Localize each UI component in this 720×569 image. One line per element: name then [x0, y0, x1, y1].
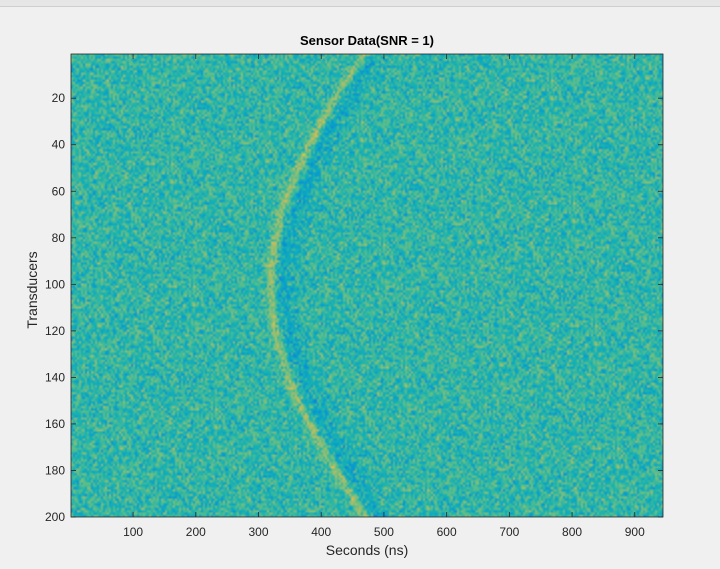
- x-tick-label: 500: [374, 525, 394, 539]
- y-tick-label: 160: [45, 417, 65, 431]
- plot-area: [70, 53, 664, 518]
- y-tick-label: 120: [45, 324, 65, 338]
- x-tick-label: 900: [625, 525, 645, 539]
- y-tick-label: 180: [45, 463, 65, 477]
- y-tick-label: 40: [52, 138, 66, 152]
- y-axis-label: Transducers: [24, 251, 40, 328]
- y-tick-label: 100: [45, 277, 65, 291]
- figure-area: Sensor Data(SNR = 1) 100 200 300 400 500 600 7…: [0, 7, 720, 569]
- x-tick-label: 200: [186, 525, 206, 539]
- y-tick-label: 60: [52, 184, 66, 198]
- x-tick-label: 800: [562, 525, 582, 539]
- x-tick-label: 700: [499, 525, 519, 539]
- window-top-bar: [0, 0, 720, 7]
- x-tick-label: 400: [311, 525, 331, 539]
- y-tick-label: 140: [45, 370, 65, 384]
- x-tick-label: 600: [437, 525, 457, 539]
- x-tick-label: 100: [123, 525, 143, 539]
- heatmap-image: [71, 54, 663, 517]
- x-axis: 100 200 300 400 500 600 700 800 900: [123, 54, 645, 539]
- y-tick-label: 80: [52, 231, 66, 245]
- chart-svg: Sensor Data(SNR = 1) 100 200 300 400 500 600 7…: [0, 7, 720, 569]
- chart-title: Sensor Data(SNR = 1): [300, 33, 434, 48]
- axes-box: [70, 53, 664, 518]
- x-axis-label: Seconds (ns): [326, 542, 408, 558]
- y-tick-label: 200: [45, 510, 65, 524]
- x-tick-label: 300: [248, 525, 268, 539]
- y-tick-label: 20: [52, 91, 66, 105]
- y-axis: 20 40 60 80 100 120 140 160 180 200: [45, 91, 663, 524]
